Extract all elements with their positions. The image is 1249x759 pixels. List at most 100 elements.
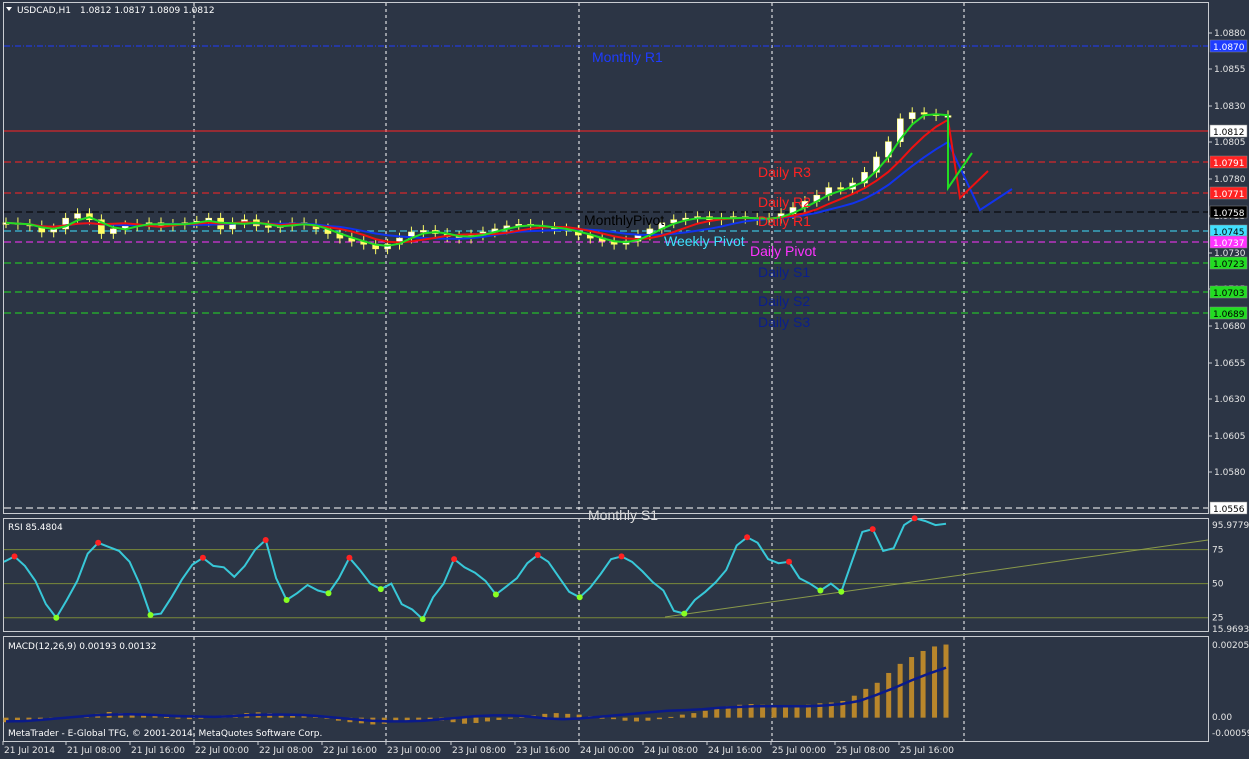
price-badge <box>1209 155 1248 169</box>
candle-body <box>420 230 427 233</box>
macd-histogram-bar <box>783 707 789 718</box>
time-tick-label: 23 Jul 00:00 <box>387 746 441 756</box>
price-tick-label: 1.0655 <box>1214 359 1246 369</box>
price-tick-label: 1.0880 <box>1214 29 1246 39</box>
macd-histogram-bar <box>542 713 548 718</box>
macd-panel[interactable] <box>3 636 1209 742</box>
macd-histogram-bar <box>714 708 720 718</box>
time-tick-label: 23 Jul 08:00 <box>452 746 506 756</box>
candle-body <box>110 228 117 234</box>
ma-green-line <box>5 113 973 247</box>
rsi-peak-dot <box>451 556 458 563</box>
rsi-trough-dot <box>817 587 824 594</box>
price-badge-label: 1.0556 <box>1213 505 1245 515</box>
macd-histogram-bar <box>725 706 731 718</box>
price-tick-label: 1.0680 <box>1214 322 1246 332</box>
macd-indicator: 0.00205 0.00 -0.00059 <box>3 641 1249 739</box>
macd-histogram-bar <box>656 717 662 720</box>
macd-histogram-bar <box>3 717 9 723</box>
macd-histogram-bar <box>771 706 777 718</box>
macd-histogram-bar <box>817 703 823 718</box>
rsi-peak-dot <box>869 526 876 533</box>
time-tick-label: 25 Jul 16:00 <box>900 746 954 756</box>
macd-histogram-bar <box>863 688 869 718</box>
macd-histogram-bar <box>886 672 892 718</box>
macd-histogram-bar <box>26 717 32 721</box>
candle-body <box>62 217 69 230</box>
time-axis[interactable]: 21 Jul 2014 21 Jul 08:00 21 Jul 16:00 22 Ju… <box>2 741 954 756</box>
macd-histogram-bar <box>14 717 20 722</box>
price-scale[interactable]: 1.08801.08551.08301.08051.07801.07551.07… <box>1208 29 1248 515</box>
level-label: Daily R3 <box>758 164 811 180</box>
macd-histogram-bar <box>129 713 135 718</box>
macd-scale-mid: 0.00 <box>1212 713 1232 723</box>
rsi-trough-dot <box>576 594 583 601</box>
level-label: Daily R2 <box>758 194 811 210</box>
macd-histogram-bar <box>301 715 307 718</box>
level-label: Weekly Pivot <box>664 233 745 249</box>
macd-histogram-bar <box>404 717 410 722</box>
rsi-header: RSI 85.4804 <box>8 523 63 533</box>
rsi-trough-dot <box>283 597 290 603</box>
macd-histogram-bar <box>668 716 674 718</box>
rsi-peak-dot <box>618 553 625 560</box>
price-badge <box>1209 235 1248 249</box>
macd-histogram-bar <box>393 717 399 723</box>
main-panel[interactable] <box>3 2 1209 514</box>
rsi-peak-dot <box>11 553 18 560</box>
time-tick-label: 24 Jul 00:00 <box>580 746 634 756</box>
macd-header: MACD(12,26,9) 0.00193 0.00132 <box>8 642 157 652</box>
macd-histogram-bar <box>679 714 685 718</box>
price-badge-label: 1.0791 <box>1213 159 1245 169</box>
macd-histogram-bar <box>611 717 617 720</box>
time-tick-label: 25 Jul 08:00 <box>836 746 890 756</box>
price-tick-label: 1.0855 <box>1214 65 1246 75</box>
macd-histogram-bar <box>519 716 525 718</box>
macd-histogram-bar <box>794 706 800 718</box>
rsi-peak-dot <box>199 554 206 561</box>
macd-histogram-bar <box>576 714 582 718</box>
macd-histogram-bar <box>335 717 341 721</box>
macd-histogram-bar <box>599 717 605 719</box>
main-header: USDCAD,H1 1.0812 1.0817 1.0809 1.0812 <box>6 6 215 16</box>
time-tick-label: 23 Jul 16:00 <box>516 746 570 756</box>
macd-histogram-bar <box>932 646 938 718</box>
rsi-trough-dot <box>681 610 688 617</box>
macd-histogram-bar <box>748 704 754 718</box>
rsi-level-label: 50 <box>1212 580 1224 590</box>
macd-histogram-bar <box>496 717 502 720</box>
rsi-trough-dot <box>53 614 60 621</box>
macd-histogram-bar <box>851 695 857 718</box>
rsi-peak-dot <box>744 534 751 541</box>
dropdown-triangle-icon[interactable] <box>6 7 12 11</box>
moving-averages <box>5 113 1013 247</box>
level-label: MonthlyPivot <box>584 212 664 228</box>
candle-body <box>920 112 928 115</box>
price-tick-label: 1.0780 <box>1214 175 1246 185</box>
macd-histogram-bar <box>565 713 571 718</box>
level-label: Daily S2 <box>758 293 810 309</box>
time-tick-label: 24 Jul 16:00 <box>708 746 762 756</box>
rsi-panel[interactable] <box>3 518 1209 632</box>
macd-histogram-bar <box>507 717 513 719</box>
ohlc-label: 1.0812 1.0817 1.0809 1.0812 <box>80 6 215 16</box>
macd-signal-line <box>5 666 947 723</box>
price-badge-label: 1.0745 <box>1213 228 1245 238</box>
level-label: Monthly R1 <box>592 49 663 65</box>
price-badge-label: 1.0737 <box>1213 239 1245 249</box>
time-tick-label: 22 Jul 16:00 <box>323 746 377 756</box>
price-badge-label: 1.0758 <box>1213 209 1245 219</box>
macd-histogram-bar <box>645 717 651 721</box>
macd-scale-top: 0.00205 <box>1212 641 1249 651</box>
rsi-level-label: 25 <box>1212 614 1223 624</box>
macd-histogram-bar <box>622 717 628 721</box>
rsi-peak-dot <box>534 552 541 558</box>
macd-histogram-bar <box>141 714 147 718</box>
candle-body <box>837 187 844 190</box>
price-badge-label: 1.0771 <box>1213 190 1245 200</box>
candle-body <box>873 156 880 173</box>
rsi-peak-dot <box>786 558 792 565</box>
macd-histogram-bar <box>163 716 169 718</box>
